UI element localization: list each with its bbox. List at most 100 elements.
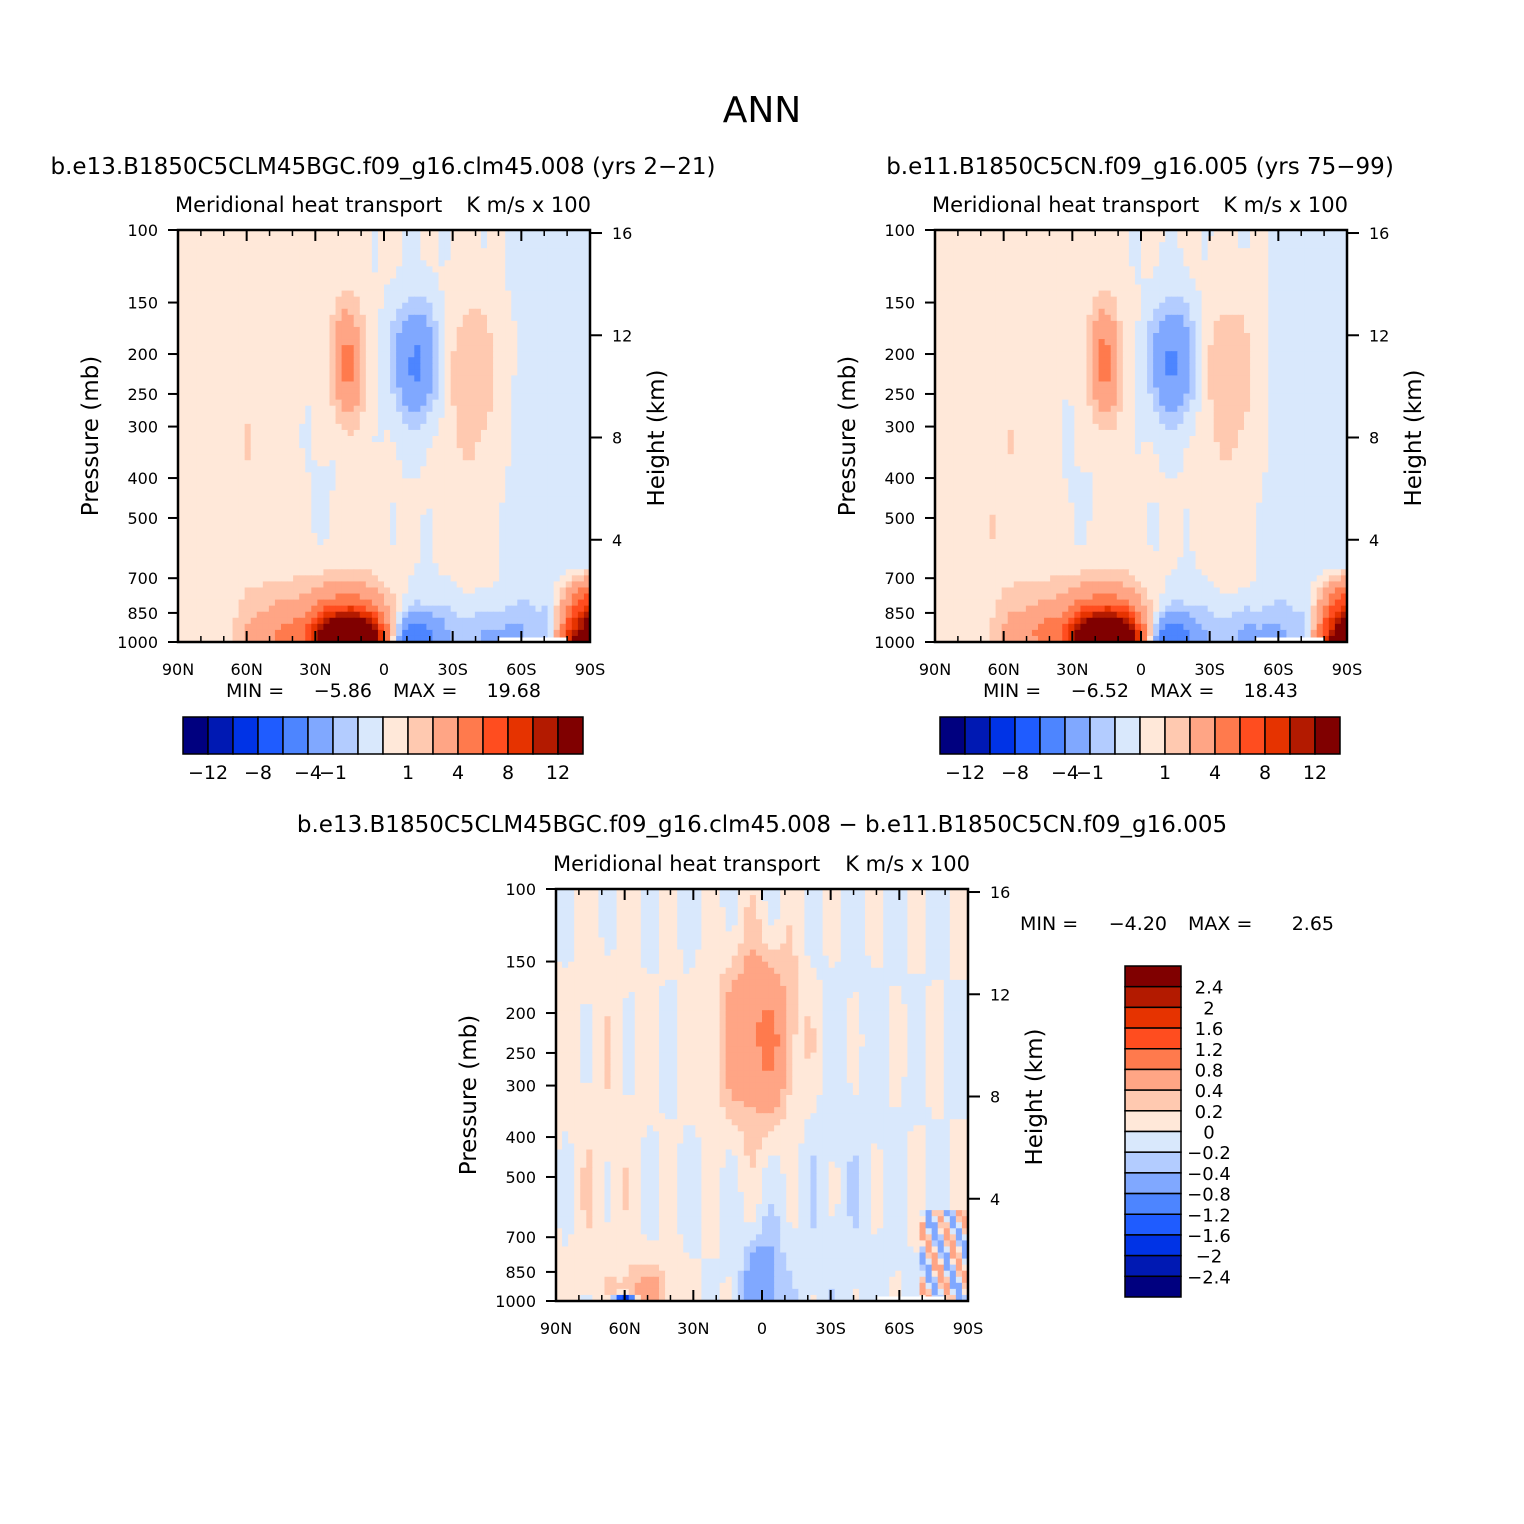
field-cell (426, 314, 434, 322)
field-cell (390, 236, 397, 243)
field-cell (462, 381, 470, 389)
field-cell (535, 345, 543, 352)
field-cell (511, 345, 518, 352)
field-cell (196, 448, 203, 455)
field-cell (559, 593, 567, 601)
field-cell (323, 429, 331, 437)
field-cell (414, 484, 421, 492)
field-cell (274, 320, 282, 328)
field-cell (244, 617, 252, 625)
field-cell (390, 526, 397, 534)
field-cell (559, 575, 567, 583)
field-cell (317, 472, 325, 480)
field-cell (226, 436, 234, 443)
field-cell (329, 563, 337, 570)
field-cell (347, 272, 355, 280)
field-cell (238, 448, 246, 455)
field-cell (474, 381, 482, 389)
field-cell (377, 442, 385, 449)
field-cell (262, 302, 270, 310)
field-cell (396, 236, 403, 243)
colorbar-box (182, 716, 209, 755)
field-cell (250, 417, 258, 425)
field-cell (281, 357, 288, 364)
field-cell (1086, 248, 1094, 255)
field-cell (511, 266, 518, 274)
field-cell (262, 254, 270, 261)
field-cell (426, 381, 434, 389)
field-cell (450, 308, 458, 316)
field-cell (505, 411, 512, 419)
field-cell (444, 369, 452, 377)
field-cell (462, 629, 470, 637)
field-cell (511, 484, 518, 492)
field-cell (384, 484, 391, 492)
field-cell (390, 260, 397, 267)
colorbar-box (207, 716, 234, 755)
field-cell (577, 466, 585, 473)
field-cell (396, 593, 403, 601)
field-cell (347, 442, 355, 449)
field-cell (202, 266, 209, 274)
field-cell (299, 260, 306, 267)
field-cell (256, 266, 264, 274)
field-cell (353, 399, 361, 407)
field-cell (480, 260, 488, 267)
field-cell (208, 393, 215, 401)
field-cell (547, 363, 555, 370)
field-cell (583, 569, 591, 576)
field-cell (487, 333, 494, 340)
field-cell (256, 557, 264, 564)
field-cell (196, 417, 203, 425)
field-cell (305, 345, 312, 352)
field-cell (505, 369, 512, 377)
field-cell (371, 496, 379, 504)
field-cell (305, 339, 312, 346)
field-cell (293, 248, 300, 255)
field-cell (341, 569, 349, 576)
field-cell (468, 454, 476, 461)
field-cell (529, 442, 537, 449)
field-cell (317, 266, 325, 274)
field-cell (408, 351, 415, 358)
field-cell (444, 393, 452, 401)
field-cell (317, 387, 325, 395)
field-cell (347, 599, 355, 607)
field-cell (262, 345, 270, 352)
field-cell (553, 393, 561, 401)
field-cell (341, 593, 349, 601)
field-cell (426, 236, 434, 243)
field-cell (547, 429, 555, 437)
field-cell (468, 502, 476, 510)
field-cell (577, 520, 585, 528)
field-cell (299, 448, 306, 455)
field-cell (559, 514, 567, 522)
field-cell (262, 314, 270, 322)
field-cell (408, 375, 415, 383)
field-cell (547, 290, 555, 298)
field-cell (559, 423, 567, 431)
field-cell (408, 254, 415, 261)
field-cell (1104, 236, 1112, 243)
field-cell (977, 242, 985, 249)
field-cell (274, 454, 282, 461)
field-cell (208, 314, 215, 322)
field-cell (256, 387, 264, 395)
field-cell (208, 478, 215, 486)
field-cell (547, 490, 555, 498)
field-cell (511, 587, 518, 595)
field-cell (184, 242, 191, 249)
field-cell (1025, 230, 1033, 237)
field-cell (317, 260, 325, 267)
field-cell (402, 230, 409, 237)
field-cell (396, 496, 403, 504)
field-cell (293, 539, 300, 546)
field-cell (293, 478, 300, 486)
field-cell (571, 236, 579, 243)
field-cell (232, 563, 240, 570)
field-cell (553, 381, 561, 389)
field-cell (529, 460, 537, 467)
field-cell (559, 557, 567, 564)
field-cell (347, 514, 355, 522)
field-cell (505, 429, 512, 437)
